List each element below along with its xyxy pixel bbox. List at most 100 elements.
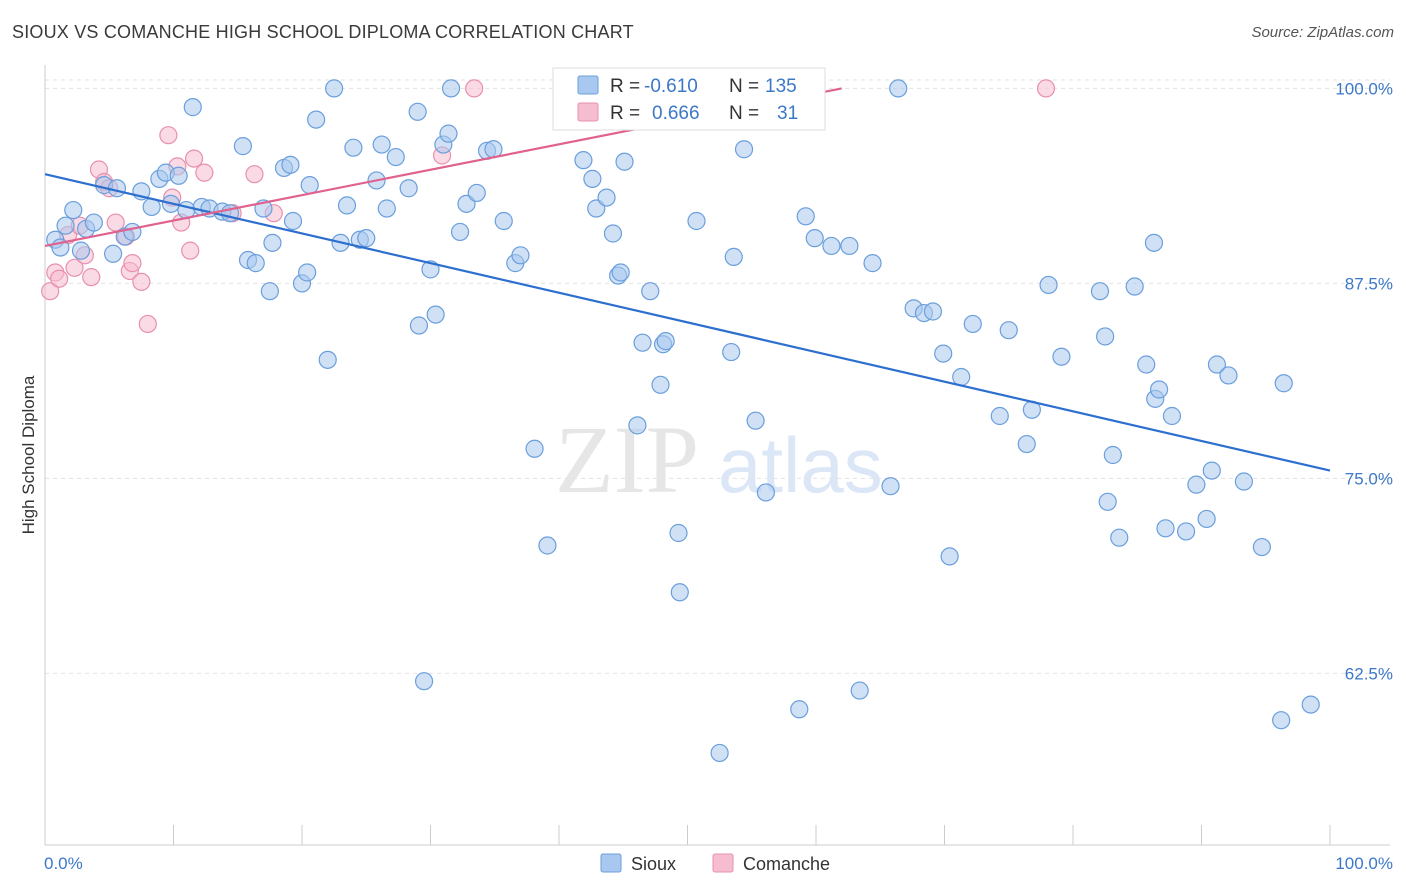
sioux-point bbox=[1137, 355, 1156, 374]
sioux-point bbox=[881, 477, 900, 496]
sioux-point bbox=[169, 166, 188, 185]
sioux-point bbox=[84, 213, 103, 232]
sioux-point bbox=[656, 332, 675, 351]
y-tick-label: 75.0% bbox=[1345, 469, 1393, 488]
comanche-point bbox=[65, 258, 84, 277]
sioux-point bbox=[952, 367, 971, 387]
sioux-point bbox=[1176, 522, 1196, 541]
sioux-trend-line bbox=[44, 173, 1331, 472]
sioux-point bbox=[1017, 434, 1036, 454]
sioux-point bbox=[756, 483, 775, 502]
sioux-point bbox=[963, 314, 982, 334]
stats-legend: R = -0.610 N = 135 R = 0.666 N = 31 bbox=[552, 67, 826, 131]
sioux-point bbox=[722, 342, 741, 362]
sioux-point bbox=[1197, 509, 1216, 529]
sioux-point bbox=[746, 411, 765, 430]
sioux-point bbox=[1052, 347, 1071, 366]
sioux-point bbox=[263, 233, 282, 252]
sioux-point bbox=[511, 246, 530, 265]
sioux-point bbox=[1144, 233, 1164, 252]
legend-n-value-sioux: 135 bbox=[765, 76, 797, 97]
sioux-point bbox=[1207, 355, 1227, 374]
chart-title: SIOUX VS COMANCHE HIGH SCHOOL DIPLOMA CO… bbox=[12, 22, 634, 42]
legend-r-value-comanche: 0.666 bbox=[652, 103, 700, 124]
sioux-point bbox=[615, 152, 634, 171]
sioux-point bbox=[796, 207, 815, 226]
sioux-point bbox=[337, 196, 357, 215]
sioux-point bbox=[298, 263, 317, 282]
sioux-point bbox=[583, 169, 602, 188]
sioux-series-label: Sioux bbox=[631, 854, 676, 874]
sioux-point bbox=[441, 79, 461, 98]
sioux-point bbox=[990, 406, 1009, 426]
sioux-point bbox=[597, 188, 616, 207]
axes bbox=[44, 65, 1390, 846]
sioux-point bbox=[1125, 277, 1144, 296]
sioux-point bbox=[414, 672, 434, 691]
tick-labels: 62.5% 75.0% 87.5% 100.0% 0.0% 100.0% bbox=[44, 79, 1393, 873]
comanche-point bbox=[1036, 79, 1056, 98]
sioux-point bbox=[399, 179, 418, 198]
sioux-point bbox=[281, 155, 300, 174]
sioux-point bbox=[325, 79, 344, 98]
sioux-point bbox=[641, 282, 660, 301]
sioux-point bbox=[863, 254, 882, 273]
sioux-point bbox=[71, 241, 91, 260]
sioux-point bbox=[64, 200, 83, 220]
sioux-point bbox=[233, 137, 252, 156]
sioux-point bbox=[790, 700, 809, 719]
sioux-point bbox=[1039, 275, 1058, 295]
sioux-point bbox=[344, 138, 363, 157]
legend-r-label-sioux: R = bbox=[610, 76, 640, 97]
comanche-point bbox=[82, 268, 101, 287]
sioux-point bbox=[1149, 380, 1169, 399]
watermark-zip: ZIP bbox=[555, 406, 699, 513]
comanche-series-label: Comanche bbox=[743, 854, 830, 874]
sioux-point bbox=[1156, 519, 1175, 538]
sioux-point bbox=[611, 263, 630, 282]
sioux-point bbox=[999, 321, 1018, 340]
sioux-point bbox=[260, 282, 279, 301]
sioux-point bbox=[246, 254, 265, 273]
sioux-point bbox=[805, 229, 824, 248]
sioux-point bbox=[603, 224, 623, 243]
comanche-point bbox=[138, 314, 157, 334]
legend-n-label-comanche: N = bbox=[729, 103, 759, 124]
sioux-point bbox=[494, 211, 513, 231]
sioux-point bbox=[318, 350, 337, 369]
sioux-point bbox=[1274, 374, 1293, 393]
sioux-point bbox=[628, 416, 647, 435]
comanche-point bbox=[159, 126, 178, 145]
sioux-point bbox=[687, 211, 706, 231]
sioux-point bbox=[1090, 282, 1110, 301]
sioux-point bbox=[850, 681, 869, 700]
sioux-point bbox=[56, 216, 75, 235]
sioux-point bbox=[670, 583, 689, 602]
y-tick-label: 87.5% bbox=[1345, 274, 1393, 293]
comanche-point bbox=[132, 272, 151, 291]
comanche-legend-swatch bbox=[577, 102, 599, 122]
sioux-point bbox=[1202, 461, 1221, 480]
legend-n-value-comanche: 31 bbox=[777, 103, 798, 124]
sioux-point bbox=[1187, 475, 1206, 494]
sioux-point bbox=[107, 179, 127, 198]
sioux-point bbox=[525, 439, 544, 458]
sioux-point bbox=[710, 743, 729, 763]
sioux-point bbox=[1103, 445, 1122, 465]
sioux-point bbox=[1272, 711, 1291, 730]
legend-r-label-comanche: R = bbox=[610, 103, 640, 124]
sioux-point bbox=[1098, 492, 1117, 511]
sioux-point bbox=[1234, 472, 1254, 491]
sioux-point bbox=[1301, 695, 1320, 714]
legend-r-value-sioux: -0.610 bbox=[644, 76, 698, 97]
sioux-point bbox=[467, 183, 486, 203]
x-tick-label: 100.0% bbox=[1335, 854, 1393, 873]
comanche-point bbox=[465, 79, 484, 98]
sioux-point bbox=[283, 211, 303, 231]
sioux-point bbox=[822, 236, 841, 256]
sioux-point bbox=[1219, 366, 1238, 385]
sioux-point bbox=[372, 135, 391, 154]
comanche-point bbox=[195, 163, 214, 182]
sioux-point bbox=[439, 124, 458, 143]
